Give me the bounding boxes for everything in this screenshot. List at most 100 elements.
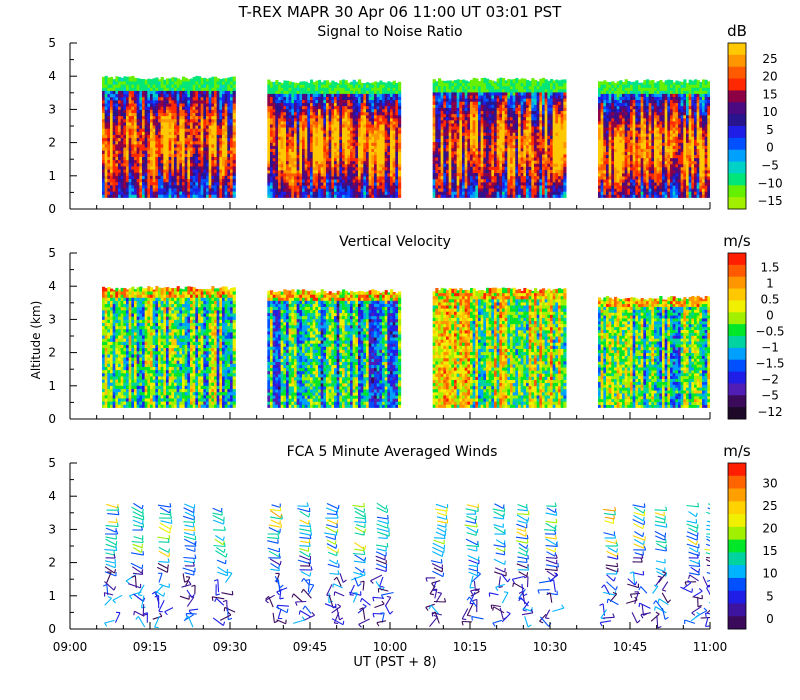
heat-cell: [187, 99, 191, 104]
heat-cell: [366, 102, 370, 107]
heat-cell: [187, 184, 191, 189]
heat-cell: [219, 109, 223, 113]
heat-cell: [227, 147, 231, 151]
heat-cell: [454, 191, 458, 195]
heat-cell: [168, 150, 172, 154]
heat-cell: [512, 110, 516, 115]
heat-cell: [456, 91, 460, 96]
heat-cell: [310, 99, 314, 104]
heat-cell: [174, 194, 178, 198]
heat-cell: [334, 148, 338, 153]
heat-cell: [280, 136, 284, 140]
heat-cell: [203, 175, 207, 180]
heat-cell: [192, 134, 196, 139]
heat-cell: [398, 139, 402, 143]
heat-cell: [435, 116, 439, 121]
heat-cell: [222, 184, 226, 189]
heat-cell: [192, 194, 196, 198]
heat-cell: [358, 191, 362, 195]
heat-cell: [123, 84, 127, 88]
heat-cell: [291, 96, 295, 101]
heat-cell: [398, 111, 402, 116]
heat-cell: [294, 108, 298, 113]
heat-cell: [432, 129, 436, 133]
heat-cell: [504, 132, 508, 136]
heat-cell: [448, 135, 452, 139]
heat-cell: [190, 121, 194, 126]
heat-cell: [454, 184, 458, 189]
heat-cell: [440, 138, 444, 143]
heat-cell: [328, 120, 332, 125]
heat-cell: [355, 188, 359, 192]
heat-cell: [136, 87, 140, 91]
heat-cell: [232, 90, 236, 95]
heat-cell: [147, 162, 151, 167]
heat-cell: [174, 125, 178, 129]
heat-cell: [171, 156, 175, 161]
heat-cell: [222, 143, 226, 148]
heat-cell: [352, 163, 356, 168]
heat-cell: [462, 138, 466, 143]
heat-cell: [294, 90, 298, 94]
heat-cell: [446, 175, 450, 180]
heat-cell: [307, 114, 311, 119]
heat-cell: [211, 103, 215, 107]
heat-cell: [150, 169, 154, 173]
heat-cell: [104, 75, 108, 82]
heat-cell: [131, 191, 135, 195]
heat-cell: [344, 130, 348, 134]
heat-cell: [198, 121, 202, 126]
heat-cell: [336, 188, 340, 192]
heat-cell: [107, 140, 111, 145]
heat-cell: [464, 157, 468, 161]
heat-cell: [392, 90, 396, 94]
heat-cell: [216, 87, 220, 91]
heat-cell: [187, 109, 191, 113]
heat-cell: [296, 145, 300, 149]
heat-cell: [438, 107, 442, 112]
heat-cell: [200, 131, 204, 135]
heat-cell: [139, 106, 143, 110]
heat-cell: [112, 140, 116, 145]
heat-cell: [203, 159, 207, 164]
heat-cell: [232, 162, 236, 167]
heat-cell: [398, 142, 402, 146]
heat-cell: [115, 143, 119, 148]
heat-cell: [478, 81, 482, 84]
heat-cell: [283, 114, 287, 119]
heat-cell: [454, 194, 458, 198]
heat-cell: [467, 119, 471, 124]
heat-cell: [275, 151, 279, 156]
heat-cell: [123, 162, 127, 167]
heat-cell: [299, 145, 303, 149]
heat-cell: [446, 147, 450, 152]
heat-cell: [110, 128, 114, 132]
heat-cell: [470, 79, 474, 84]
heat-cell: [344, 160, 348, 165]
heat-cell: [432, 107, 436, 112]
heat-cell: [310, 142, 314, 146]
heat-cell: [227, 121, 231, 126]
heat-cell: [134, 140, 138, 145]
heat-cell: [294, 166, 298, 171]
heat-cell: [480, 175, 484, 180]
heat-cell: [107, 162, 111, 167]
heat-cell: [195, 99, 199, 104]
heat-cell: [120, 128, 124, 132]
heat-cell: [288, 169, 292, 174]
heat-cell: [502, 147, 506, 152]
heat-cell: [163, 137, 167, 142]
heat-cell: [472, 116, 476, 121]
heat-cell: [336, 191, 340, 195]
heat-cell: [374, 154, 378, 159]
heat-cell: [371, 120, 375, 125]
heat-cell: [440, 188, 444, 192]
heat-cell: [350, 148, 354, 153]
heat-cell: [462, 181, 466, 186]
heat-cell: [160, 84, 164, 88]
heat-cell: [107, 99, 111, 104]
heat-cell: [464, 135, 468, 139]
heat-cell: [283, 136, 287, 140]
heat-cell: [208, 90, 212, 95]
heat-cell: [222, 131, 226, 135]
